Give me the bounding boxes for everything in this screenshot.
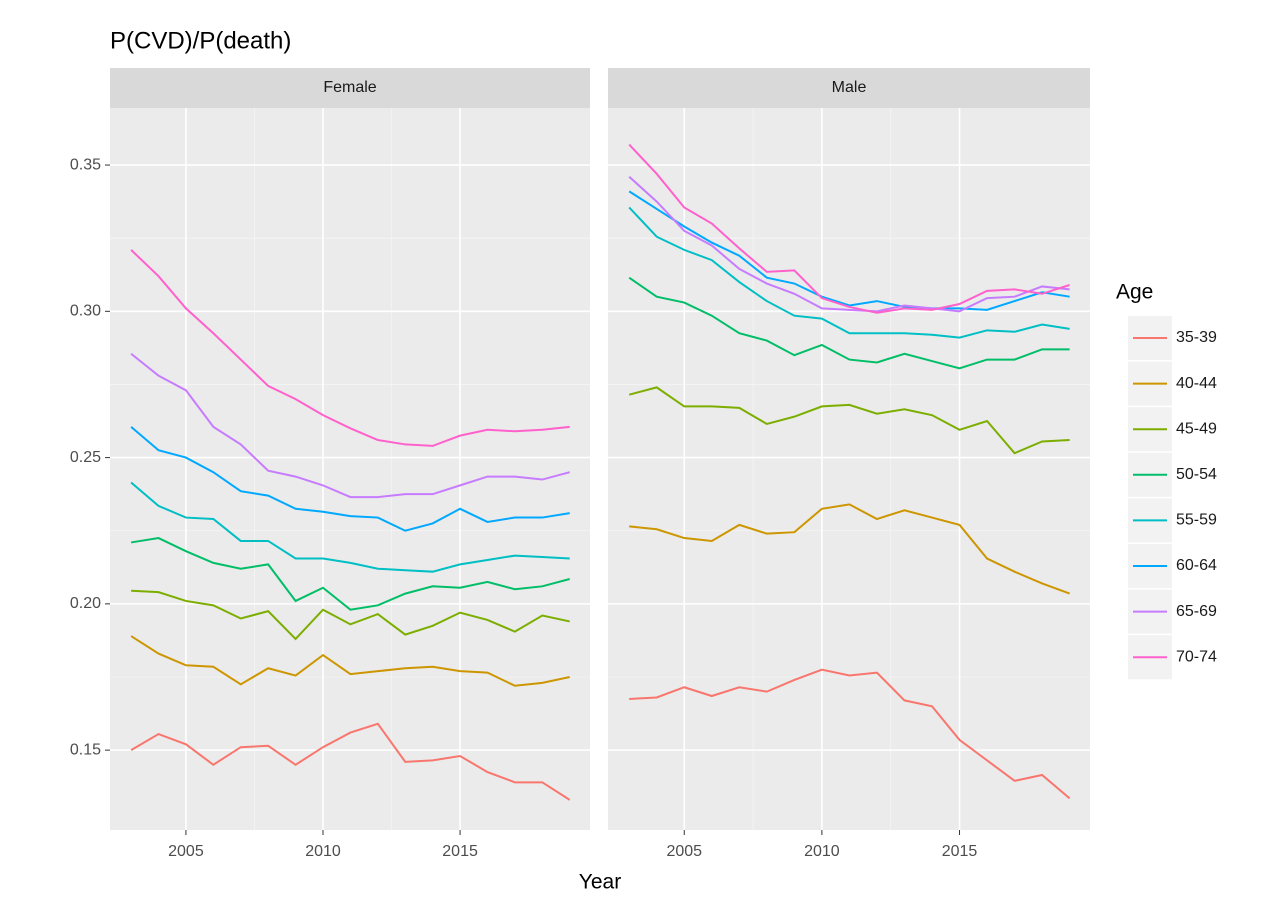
legend-label: 35-39	[1176, 329, 1217, 346]
series-line	[628, 386, 1070, 455]
series-line	[629, 503, 1070, 595]
series-line	[628, 276, 1070, 370]
legend-label: 50-54	[1176, 466, 1217, 483]
series-line	[130, 249, 570, 447]
series-line	[628, 143, 1070, 314]
x-tick-label: 2010	[305, 843, 341, 860]
x-tick-label: 2005	[168, 843, 204, 860]
series-line	[130, 481, 570, 573]
x-tick-label: 2005	[666, 843, 702, 860]
x-tick-label: 2015	[942, 843, 978, 860]
series-line	[130, 635, 570, 687]
x-tick-label: 2015	[442, 843, 478, 860]
y-tick-label: 0.35	[70, 156, 101, 173]
strip	[608, 68, 1090, 108]
y-tick-label: 0.20	[70, 595, 101, 612]
legend-label: 60-64	[1176, 557, 1217, 574]
legend-label: 70-74	[1176, 648, 1217, 665]
panel	[608, 108, 1090, 830]
series-line	[628, 176, 1070, 313]
series-line	[130, 426, 570, 532]
legend-title: Age	[1116, 281, 1153, 304]
strip	[110, 68, 590, 108]
strip-label: Male	[832, 79, 867, 96]
series-line	[628, 206, 1070, 339]
series-line	[629, 668, 1071, 800]
series-line	[628, 190, 1070, 311]
x-axis-title: Year	[579, 871, 621, 894]
series-line	[130, 722, 571, 801]
x-tick-label: 2010	[804, 843, 840, 860]
y-tick-label: 0.30	[70, 303, 101, 320]
chart-title: P(CVD)/P(death)	[110, 27, 291, 54]
y-tick-label: 0.15	[70, 741, 101, 758]
legend-label: 55-59	[1176, 512, 1217, 529]
y-tick-label: 0.25	[70, 449, 101, 466]
series-line	[131, 589, 570, 641]
legend-label: 40-44	[1176, 375, 1217, 392]
series-line	[130, 537, 570, 611]
strip-label: Female	[323, 79, 376, 96]
legend-label: 65-69	[1176, 603, 1217, 620]
series-line	[130, 352, 570, 499]
panel	[110, 108, 590, 830]
legend-label: 45-49	[1176, 420, 1217, 437]
